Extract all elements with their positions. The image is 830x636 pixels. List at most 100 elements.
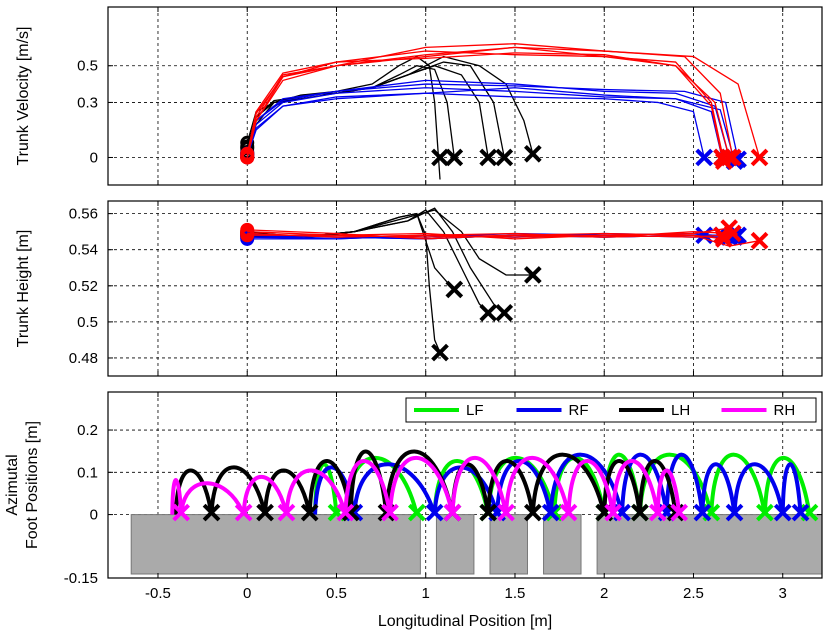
terrain-block [489,514,528,575]
legend: LF RF LH RH [405,397,817,423]
foot-swing-RH [388,456,455,516]
end-marker [495,304,514,322]
legend-label-RF: RF [569,402,589,419]
foot-swing-RH [241,474,289,516]
foot-swing-RF [732,462,785,515]
trace-line [246,87,736,162]
trace-line [246,50,730,158]
foot-swing-LH [530,452,607,516]
end-marker [713,148,731,167]
y-tick-label: 0.2 [77,422,98,439]
height-panel: 0.48 0.5 0.52 0.54 0.56 Trunk Height [m] [15,200,823,377]
foot-swing-RF [700,462,737,515]
foot-swing-LH [173,468,214,515]
foot-swing-RF [780,462,803,515]
terrain-block [596,514,822,575]
foot-swing-LH [209,465,268,516]
start-marker [240,150,255,165]
foot-swing-RF [620,452,669,515]
x-tick-label: 2 [600,585,608,602]
x-tick-label: 1 [422,585,430,602]
end-marker [445,148,464,167]
foot-swing-RH [450,455,509,515]
y-tick-label: 0.1 [77,464,98,481]
y-axis-label: Trunk Height [m] [15,230,32,348]
trace-line [246,52,723,158]
trace-line [247,232,723,240]
foot-swing-RH [611,459,660,515]
foot-touchdown-RH [670,503,689,522]
y-axis-label: Azimutal [4,454,21,515]
y-tick-label: 0.56 [69,206,98,223]
trace-line [246,55,441,180]
trace-line [246,46,761,158]
x-tick-label: 1.5 [505,585,526,602]
y-tick-label: 0.52 [69,278,98,295]
x-tick-label: -0.5 [145,585,171,602]
plot-frame [107,200,823,377]
end-marker [495,148,514,167]
foot-swing-RH [566,459,616,515]
legend-label-LH: LH [671,402,690,419]
trace-line [246,87,723,158]
trace-line [247,209,489,314]
foot-touchdown-LF [407,503,426,522]
trace-line [247,207,505,314]
y-tick-label: 0.54 [69,242,98,259]
end-marker [431,148,449,167]
end-marker [479,148,498,167]
y-axis-label: Foot Positions [m] [24,421,41,549]
x-axis-label: Longitudinal Position [m] [378,613,552,630]
foot-swing-RH [343,459,393,515]
foot-swing-RH [504,456,571,516]
trace-line [247,232,760,247]
trace-line [246,55,534,154]
end-marker [713,226,731,245]
trace-line [246,92,705,158]
velocity-panel: 0 0.3 0.5 Trunk Velocity [m/s] [15,6,823,186]
x-tick-label: 0 [243,585,251,602]
foot-swing-LH [486,459,535,515]
foot-swing-LH [263,468,312,515]
trace-line [247,229,733,240]
end-marker [524,144,542,163]
terrain-block [435,514,475,575]
y-tick-label: 0 [90,507,98,524]
plot-frame [107,391,823,579]
y-tick-label: 0.5 [77,58,98,75]
foot-swing-RH [179,481,246,516]
foot-swing-RF [352,462,437,516]
x-tick-label: 2.5 [683,585,704,602]
plot-frame [107,6,823,186]
y-axis-label: Trunk Velocity [m/s] [15,27,32,166]
y-tick-label: 0.48 [69,350,98,367]
x-tick-label: 3 [779,585,787,602]
foot-swing-RH [284,468,348,516]
terrain-block [543,514,582,575]
end-marker [695,148,714,167]
end-marker [445,280,464,299]
end-marker [750,148,769,167]
foot-positions-panel: -0.15 0 0.1 0.2 -0.5 0 0.5 1 1.5 2 2.5 3 Azimutal Foo… [4,391,823,630]
x-tick-label: 0.5 [326,585,347,602]
legend-label-RH: RH [774,402,796,419]
start-marker [240,226,255,241]
trace-line [246,79,730,158]
foot-swing-RH [170,478,184,515]
foot-swing-LF [709,452,767,515]
foot-swing-LH [602,459,642,515]
end-marker [479,304,498,322]
y-tick-label: 0 [90,149,98,166]
foot-swing-RF [664,452,705,515]
foot-touchdown-RF [791,503,810,522]
terrain-block [130,514,421,575]
y-tick-label: 0.3 [77,94,98,111]
foot-swing-LH [637,459,678,515]
end-marker [750,231,769,250]
legend-label-LF: LF [466,402,484,419]
end-marker [524,266,542,284]
trace-line [246,83,739,160]
foot-swing-RH [655,468,682,515]
foot-swing-LF [762,455,812,515]
